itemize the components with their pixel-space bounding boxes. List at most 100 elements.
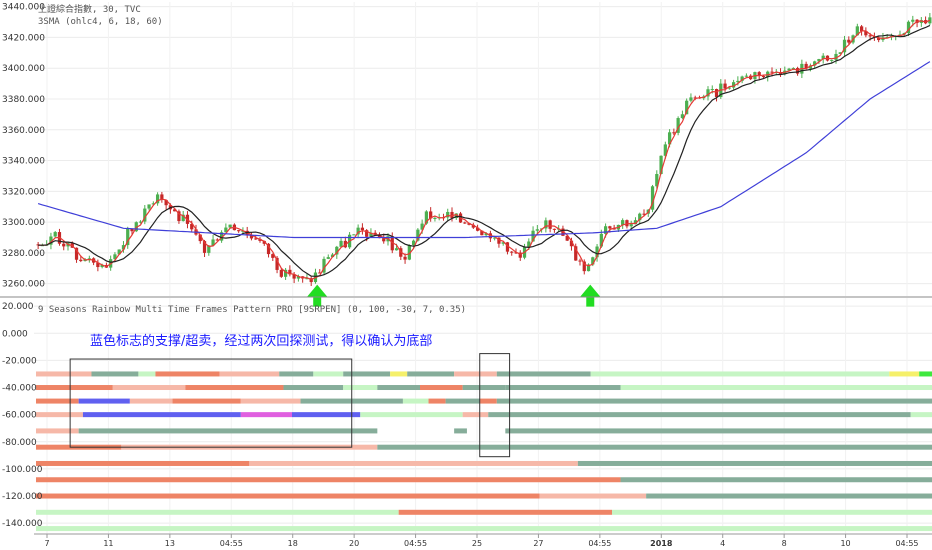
rainbow-band-segment: [479, 398, 497, 404]
candle-body: [655, 174, 659, 187]
candle-body: [591, 257, 595, 265]
rainbow-band-segment: [36, 477, 621, 483]
candle-body: [117, 249, 121, 255]
candle-body: [548, 220, 552, 229]
candlestick-series: [36, 13, 932, 287]
candle-body: [864, 31, 868, 36]
rainbow-band-segment: [313, 371, 344, 377]
candle-body: [608, 226, 612, 229]
price-tick-label: 3440.000: [2, 3, 45, 13]
candle-body: [672, 132, 676, 134]
candle-body: [198, 234, 202, 242]
candle-body: [100, 264, 104, 268]
candle-body: [215, 239, 219, 241]
rainbow-band-segment: [454, 428, 467, 434]
candle-body: [830, 59, 834, 61]
candle-body: [736, 80, 740, 83]
candle-body: [787, 68, 791, 71]
candle-body: [279, 269, 283, 277]
candle-body: [714, 89, 719, 97]
candle-body: [113, 254, 117, 260]
rainbow-band-segment: [390, 371, 408, 377]
candle-body: [343, 240, 347, 248]
candle-body: [650, 186, 655, 210]
candle-body: [416, 229, 420, 241]
candle-body: [859, 26, 864, 32]
candle-body: [151, 203, 155, 205]
candle-body: [770, 71, 774, 73]
candle-body: [813, 61, 817, 66]
indicator-tick-label: -80.000: [2, 438, 37, 448]
candle-body: [160, 194, 164, 200]
rainbow-band-segment: [343, 371, 391, 377]
candle-body: [322, 258, 326, 273]
price-tick-label: 3340.000: [2, 157, 45, 167]
time-tick-label: 20: [349, 539, 359, 548]
candle-body: [219, 232, 224, 241]
candle-body: [407, 245, 411, 260]
rainbow-band-segment: [112, 385, 186, 391]
candle-body: [296, 276, 301, 279]
candle-body: [173, 209, 177, 212]
rainbow-band-segment: [407, 371, 455, 377]
candle-body: [493, 237, 497, 239]
candle-body: [360, 227, 365, 231]
candle-body: [249, 235, 254, 239]
candle-body: [552, 228, 557, 230]
rainbow-band-segment: [454, 371, 497, 377]
candle-body: [365, 230, 369, 237]
candle-body: [339, 240, 343, 247]
candle-body: [638, 213, 642, 221]
candle-body: [586, 264, 591, 272]
highlight-box: [479, 353, 511, 458]
rainbow-band-segment: [377, 444, 932, 450]
candle-body: [382, 238, 386, 242]
candle-body: [283, 269, 288, 277]
rainbow-band-segment: [402, 398, 429, 404]
candle-body: [420, 223, 424, 230]
rainbow-band-segment: [249, 460, 578, 466]
rainbow-band-segment: [590, 371, 890, 377]
candle-body: [121, 245, 126, 250]
rainbow-band-segment: [36, 509, 399, 515]
price-tick-label: 3280.000: [2, 249, 45, 259]
rainbow-band-segment: [360, 412, 463, 418]
candle-body: [574, 246, 578, 261]
candle-body: [424, 211, 429, 224]
rainbow-band-segment: [445, 398, 480, 404]
candle-body: [305, 278, 309, 280]
candle-body: [855, 26, 859, 36]
candle-body: [62, 243, 66, 247]
candle-body: [228, 224, 232, 228]
rainbow-band-segment: [219, 371, 280, 377]
candle-body: [49, 236, 53, 245]
time-tick-label: 2018: [650, 539, 673, 548]
rainbow-band-segment: [240, 398, 301, 404]
rainbow-band-segment: [36, 460, 250, 466]
candle-body: [544, 220, 548, 229]
candle-body: [569, 240, 574, 247]
rainbow-band-segment: [496, 398, 932, 404]
candle-body: [527, 241, 531, 247]
candle-body: [356, 227, 360, 235]
candle-body: [518, 252, 522, 258]
price-tick-label: 3260.000: [2, 280, 45, 290]
highlight-box: [69, 358, 353, 448]
candle-body: [373, 232, 377, 235]
rainbow-band-segment: [343, 385, 378, 391]
rainbow-band-segment: [36, 371, 92, 377]
time-tick-label: 11: [103, 539, 113, 548]
candle-body: [497, 237, 501, 244]
candle-body: [475, 227, 480, 231]
time-tick-label: 04:55: [220, 539, 243, 548]
rainbow-band-segment: [36, 428, 79, 434]
rainbow-band-segment: [185, 385, 284, 391]
candle-body: [599, 233, 603, 247]
rainbow-band-segment: [78, 428, 378, 434]
rainbow-band-segment: [919, 371, 932, 377]
candle-body: [126, 228, 130, 246]
time-tick-label: 04:55: [588, 539, 611, 548]
candle-body: [710, 89, 714, 91]
time-tick-label: 10: [840, 539, 850, 548]
candle-body: [868, 35, 872, 37]
